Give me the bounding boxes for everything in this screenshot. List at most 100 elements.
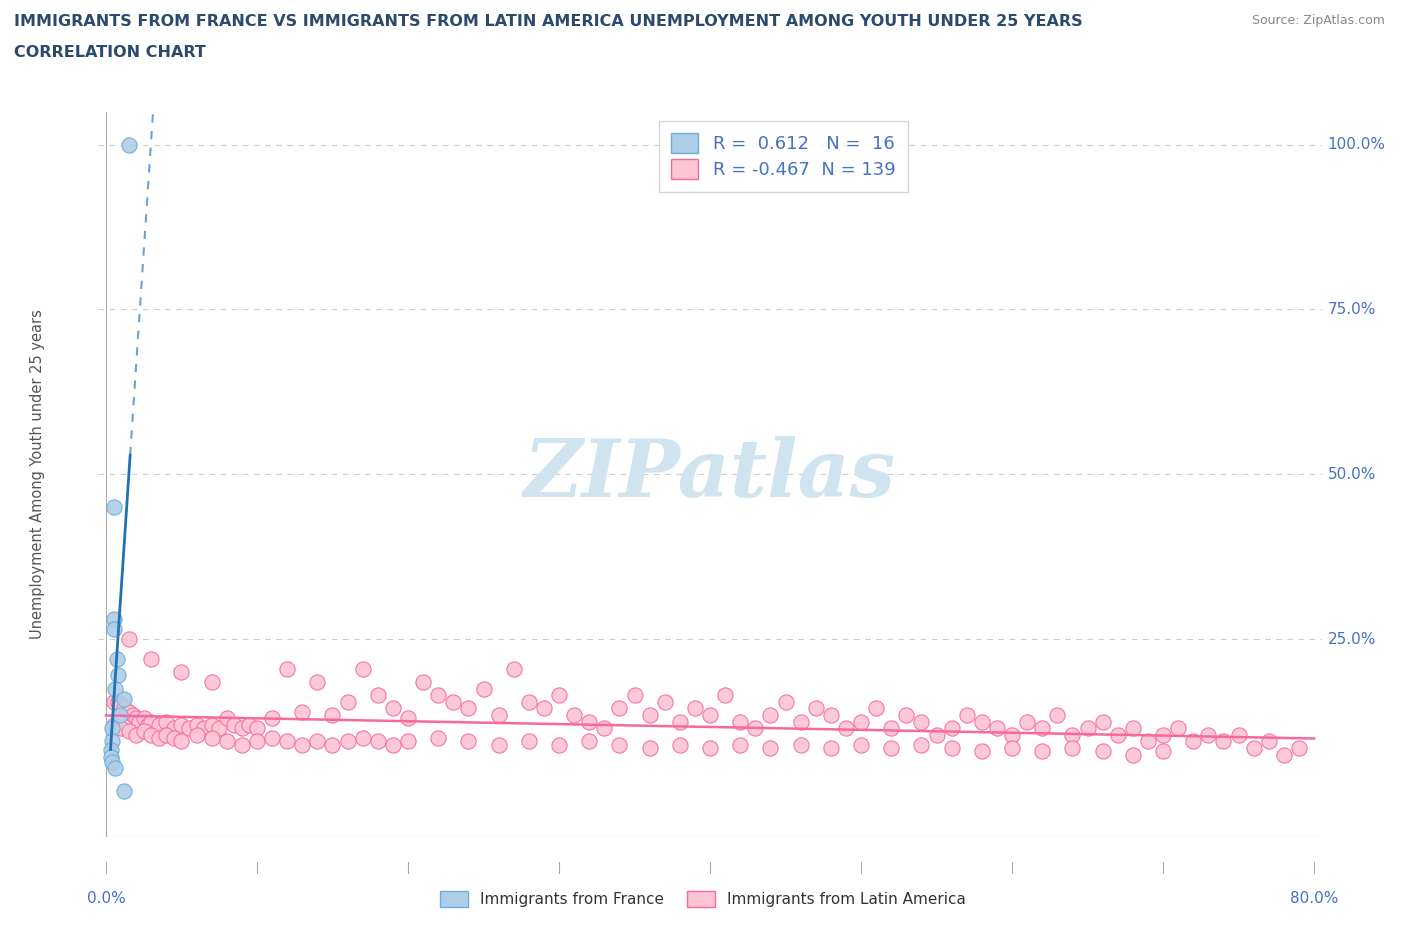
Point xyxy=(896,708,918,723)
Point xyxy=(941,740,963,755)
Text: 80.0%: 80.0% xyxy=(1289,891,1339,907)
Point xyxy=(578,714,600,729)
Point xyxy=(103,622,125,637)
Point xyxy=(103,717,125,732)
Point xyxy=(307,674,329,689)
Point xyxy=(307,734,329,749)
Text: ZIPatlas: ZIPatlas xyxy=(524,435,896,513)
Point xyxy=(396,711,419,725)
Point xyxy=(117,631,139,646)
Point xyxy=(352,661,374,676)
Point xyxy=(103,695,125,710)
Point xyxy=(104,761,127,776)
Point xyxy=(578,734,600,749)
Text: Source: ZipAtlas.com: Source: ZipAtlas.com xyxy=(1251,14,1385,27)
Point xyxy=(1107,727,1129,742)
Point xyxy=(141,727,163,742)
Point xyxy=(148,717,170,732)
Point xyxy=(107,695,129,710)
Point xyxy=(100,749,122,764)
Point xyxy=(517,734,540,749)
Point xyxy=(699,740,721,755)
Point xyxy=(291,704,314,719)
Point xyxy=(865,701,887,716)
Point xyxy=(1197,727,1219,742)
Point xyxy=(208,721,231,736)
Point xyxy=(132,724,155,739)
Point xyxy=(125,727,148,742)
Point xyxy=(1001,727,1024,742)
Point xyxy=(215,734,238,749)
Point xyxy=(609,701,631,716)
Point xyxy=(1001,740,1024,755)
Point xyxy=(117,137,139,152)
Point xyxy=(1288,740,1310,755)
Point xyxy=(367,734,389,749)
Point xyxy=(910,737,932,752)
Point xyxy=(427,688,450,703)
Point xyxy=(728,714,751,729)
Point xyxy=(548,737,571,752)
Point xyxy=(352,731,374,746)
Point xyxy=(112,701,135,716)
Legend: R =  0.612   N =  16, R = -0.467  N = 139: R = 0.612 N = 16, R = -0.467 N = 139 xyxy=(658,121,908,192)
Text: CORRELATION CHART: CORRELATION CHART xyxy=(14,45,205,60)
Point xyxy=(201,731,224,746)
Point xyxy=(238,717,260,732)
Point xyxy=(224,717,246,732)
Point xyxy=(941,721,963,736)
Point xyxy=(548,688,571,703)
Point xyxy=(609,737,631,752)
Point xyxy=(925,727,948,742)
Point xyxy=(669,737,692,752)
Point xyxy=(103,499,125,514)
Point xyxy=(141,714,163,729)
Point xyxy=(488,737,510,752)
Point xyxy=(105,652,128,667)
Point xyxy=(276,734,298,749)
Point xyxy=(1122,747,1144,762)
Point xyxy=(441,695,464,710)
Point xyxy=(1257,734,1279,749)
Point xyxy=(820,708,842,723)
Text: 25.0%: 25.0% xyxy=(1327,631,1376,646)
Point xyxy=(1212,734,1234,749)
Point xyxy=(1182,734,1205,749)
Point xyxy=(148,731,170,746)
Point xyxy=(789,714,811,729)
Point xyxy=(136,717,159,732)
Point xyxy=(321,737,343,752)
Point xyxy=(502,661,524,676)
Point xyxy=(1031,721,1053,736)
Point xyxy=(472,681,495,696)
Point xyxy=(654,695,676,710)
Point xyxy=(1091,714,1114,729)
Point xyxy=(262,711,284,725)
Point xyxy=(956,708,979,723)
Point xyxy=(849,737,872,752)
Point xyxy=(880,721,903,736)
Point xyxy=(820,740,842,755)
Point xyxy=(714,688,737,703)
Point xyxy=(1152,727,1174,742)
Text: 50.0%: 50.0% xyxy=(1327,467,1376,482)
Point xyxy=(103,612,125,627)
Point xyxy=(1062,727,1084,742)
Point xyxy=(789,737,811,752)
Point xyxy=(849,714,872,729)
Point xyxy=(128,714,150,729)
Point xyxy=(759,740,782,755)
Point xyxy=(381,701,404,716)
Point xyxy=(110,698,132,712)
Point xyxy=(132,711,155,725)
Point xyxy=(170,734,193,749)
Point xyxy=(1046,708,1069,723)
Point xyxy=(201,674,224,689)
Point xyxy=(231,721,253,736)
Point xyxy=(593,721,616,736)
Legend: Immigrants from France, Immigrants from Latin America: Immigrants from France, Immigrants from … xyxy=(434,884,972,913)
Point xyxy=(1091,744,1114,759)
Point xyxy=(699,708,721,723)
Point xyxy=(163,721,186,736)
Point xyxy=(101,755,124,770)
